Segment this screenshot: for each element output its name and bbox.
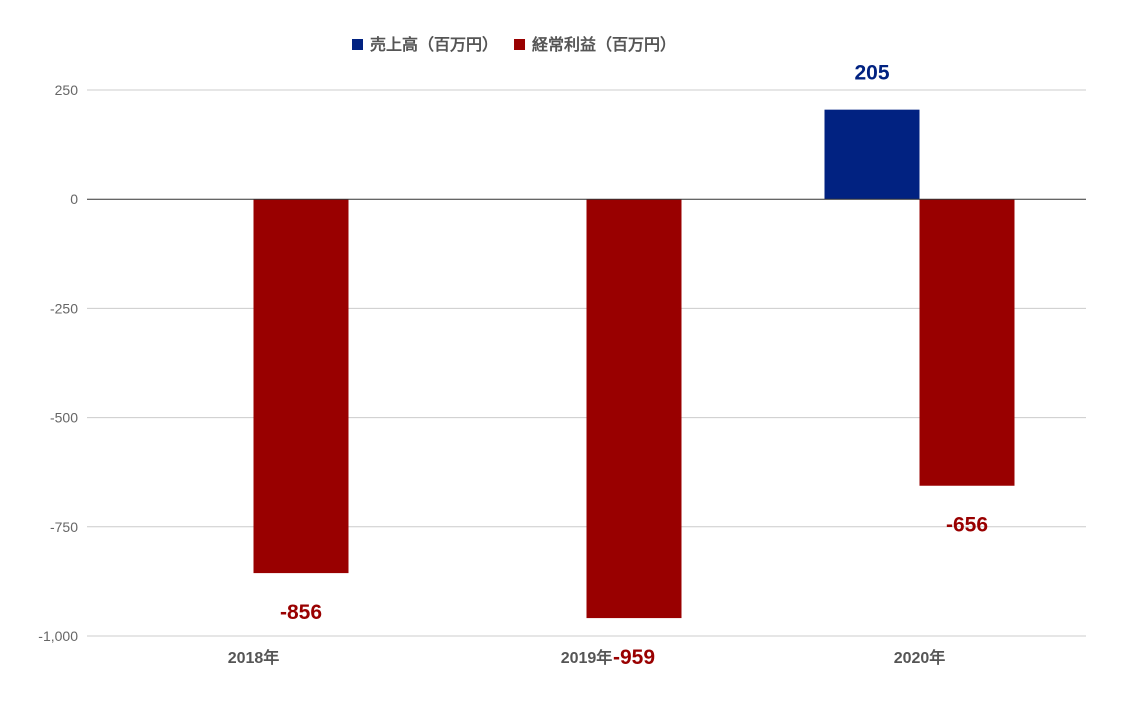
data-label: -656 bbox=[946, 514, 988, 537]
bar bbox=[586, 199, 682, 619]
y-axis-ticks: 250 0 -250 -500 -750 -1,000 bbox=[38, 82, 78, 644]
legend-swatch bbox=[352, 39, 363, 50]
data-label: -959 bbox=[613, 646, 655, 669]
legend-label: 売上高（百万円） bbox=[370, 35, 498, 54]
x-tick-label: 2019年 bbox=[561, 648, 613, 667]
x-axis-ticks: 2018年 2019年 2020年 bbox=[228, 648, 946, 667]
y-tick-label: 250 bbox=[55, 82, 79, 98]
bar bbox=[919, 199, 1015, 486]
bar bbox=[253, 199, 349, 574]
y-tick-label: -1,000 bbox=[38, 628, 78, 644]
data-labels: 205 -856 -959 -656 bbox=[280, 62, 988, 669]
data-label: 205 bbox=[854, 62, 889, 85]
y-tick-label: -500 bbox=[50, 410, 78, 426]
y-tick-label: -250 bbox=[50, 300, 78, 316]
x-tick-label: 2020年 bbox=[894, 648, 946, 667]
legend-label: 経常利益（百万円） bbox=[532, 35, 676, 54]
legend: 売上高（百万円） 経常利益（百万円） bbox=[352, 35, 676, 54]
y-tick-label: -750 bbox=[50, 519, 78, 535]
legend-item: 経常利益（百万円） bbox=[514, 35, 676, 54]
legend-item: 売上高（百万円） bbox=[352, 35, 498, 54]
bar bbox=[824, 109, 920, 200]
data-label: -856 bbox=[280, 601, 322, 624]
bars bbox=[253, 109, 1015, 619]
x-tick-label: 2018年 bbox=[228, 648, 280, 667]
legend-swatch bbox=[514, 39, 526, 50]
y-tick-label: 0 bbox=[70, 191, 78, 207]
